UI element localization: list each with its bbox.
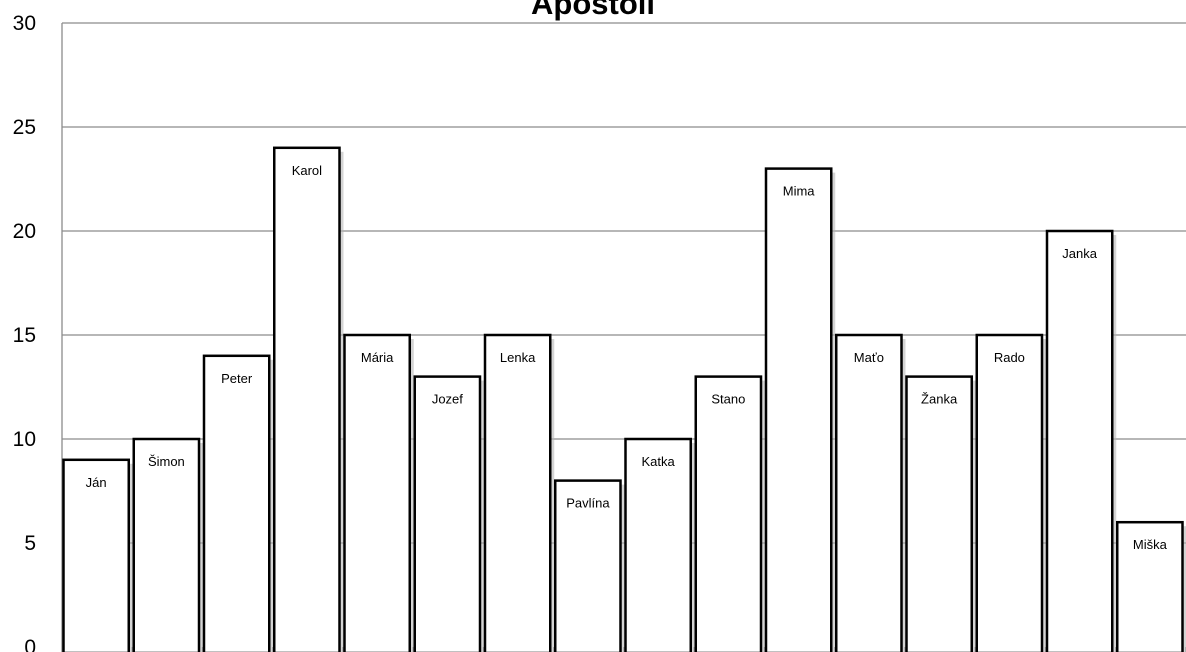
bar <box>132 437 201 652</box>
bar <box>554 479 622 652</box>
bar <box>905 375 973 652</box>
bar <box>343 333 411 652</box>
bar <box>202 354 271 652</box>
y-tick-label: 30 <box>13 12 36 35</box>
bars: Ján Šimon Peter Karol Mária Jozef Lenka Pavlína… <box>62 146 1186 652</box>
bar-label: Ján <box>86 475 107 490</box>
bar-label: Jozef <box>432 392 463 407</box>
bar-label: Peter <box>221 371 253 386</box>
bar-label: Šimon <box>148 454 185 469</box>
bar <box>975 333 1044 652</box>
y-tick-label: 10 <box>13 428 36 451</box>
bar-label: Rado <box>994 350 1025 365</box>
bar-label: Maťo <box>854 350 884 365</box>
y-tick-label: 20 <box>13 220 36 243</box>
bar <box>483 333 552 652</box>
bar-label: Mima <box>783 184 816 199</box>
bar-label: Žanka <box>921 392 958 407</box>
bar <box>694 375 763 652</box>
bar <box>62 458 130 652</box>
chart-title: Apoštoli <box>531 0 655 21</box>
bar-label: Stano <box>711 392 745 407</box>
bar-label: Pavlína <box>566 496 610 511</box>
bar-label: Miška <box>1133 537 1168 552</box>
bar-label: Mária <box>361 350 394 365</box>
y-tick-label: 15 <box>13 324 36 347</box>
bar-label: Karol <box>292 163 322 178</box>
bar <box>273 146 341 652</box>
y-tick-label: 0 <box>24 636 36 652</box>
y-axis-ticks: 0 5 10 15 20 25 30 <box>13 12 36 652</box>
bar-label: Lenka <box>500 350 536 365</box>
bar <box>1045 229 1114 652</box>
y-tick-label: 25 <box>13 116 36 139</box>
bar <box>624 437 692 652</box>
bar <box>764 167 833 652</box>
bar-label: Katka <box>642 454 676 469</box>
bar <box>835 333 903 652</box>
bar <box>413 375 482 652</box>
bar-label: Janka <box>1062 246 1097 261</box>
bar <box>1116 520 1184 652</box>
y-tick-label: 5 <box>24 532 36 555</box>
